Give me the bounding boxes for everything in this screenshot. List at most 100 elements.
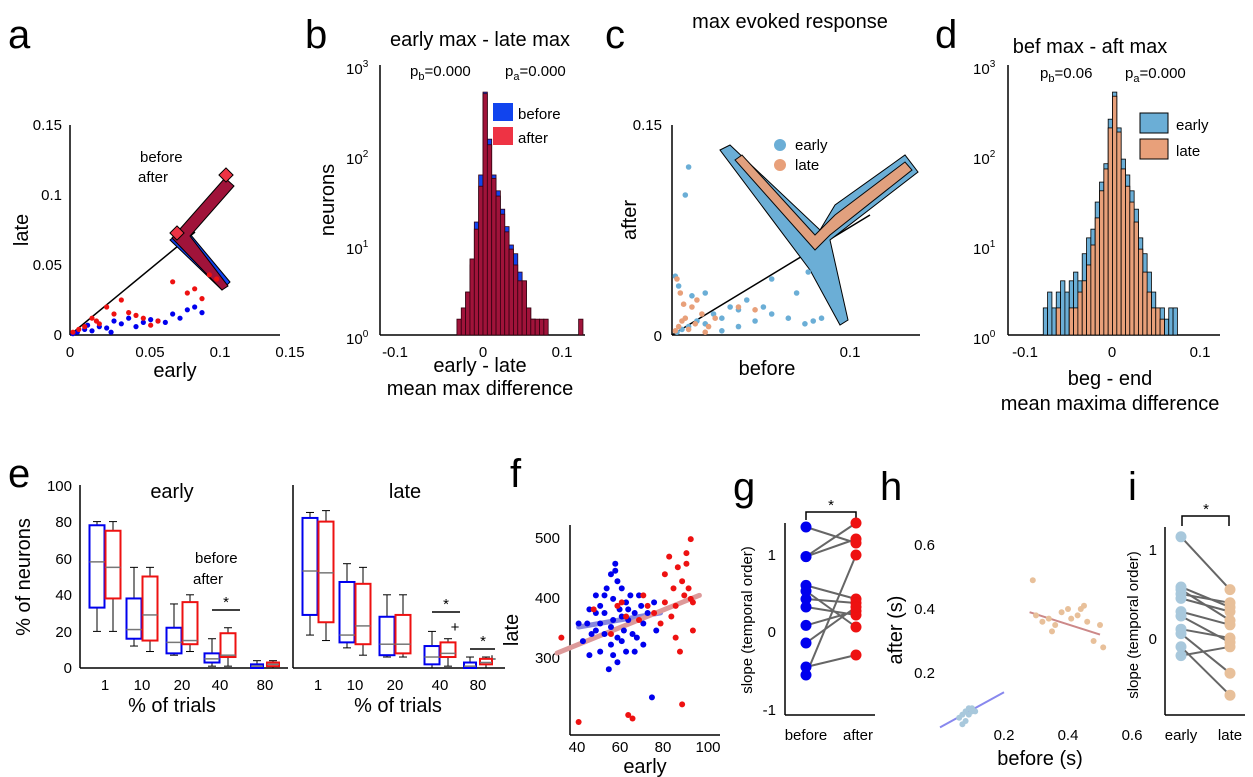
d-bar-late-13 bbox=[1094, 217, 1100, 336]
e-late-box-before-2 bbox=[378, 615, 396, 657]
b-ytick-1000: 103 bbox=[346, 59, 369, 78]
a-point-before-7 bbox=[118, 321, 124, 327]
a-xtick-1: 0.05 bbox=[135, 344, 164, 361]
f-point-before-47 bbox=[584, 620, 591, 627]
g-star: * bbox=[828, 497, 834, 514]
b-title: early max - late max bbox=[390, 29, 570, 51]
g-pair-line-9 bbox=[805, 654, 857, 668]
b-bar-after-21 bbox=[578, 318, 584, 336]
e-xticks-left: 1 10 20 40 80 bbox=[101, 677, 274, 694]
d-bar-late-12 bbox=[1090, 244, 1096, 336]
e-ytick-60: 60 bbox=[55, 551, 72, 568]
b-xtick-2: 0.1 bbox=[552, 344, 573, 361]
g-point-after-10 bbox=[850, 549, 862, 561]
e-star-left-40: * bbox=[223, 594, 229, 611]
a-legend-after: after bbox=[138, 169, 168, 186]
g-point-before-8 bbox=[800, 637, 812, 649]
a-diagonal-hist bbox=[169, 167, 235, 291]
c-point-late-5 bbox=[689, 304, 695, 310]
c-point-early-18 bbox=[675, 283, 682, 289]
g-point-after-1 bbox=[850, 533, 862, 545]
i-point-early-8 bbox=[1175, 628, 1187, 640]
i-point-late-10 bbox=[1224, 641, 1236, 653]
c-point-early-27 bbox=[805, 269, 812, 275]
f-xtick-80: 80 bbox=[655, 739, 672, 756]
d-bar-late-14 bbox=[1099, 190, 1105, 336]
f-point-after-27 bbox=[687, 536, 694, 543]
a-ytick-2: 0.1 bbox=[41, 187, 62, 204]
a-point-before-5 bbox=[104, 325, 110, 331]
f-point-after-17 bbox=[672, 634, 679, 641]
g-ytick-1: 1 bbox=[768, 547, 776, 564]
b-bar-after-6 bbox=[482, 93, 488, 336]
g-point-before-4 bbox=[800, 585, 812, 597]
i-point-late-9 bbox=[1224, 689, 1236, 701]
e-ytick-100: 100 bbox=[47, 478, 72, 495]
e-xtick-left-80: 80 bbox=[257, 677, 274, 694]
f-point-before-17 bbox=[610, 595, 617, 602]
b-xtick-1: 0 bbox=[479, 344, 487, 361]
b-bar-after-14 bbox=[517, 280, 523, 336]
f-point-before-35 bbox=[636, 592, 642, 599]
a-point-after-17 bbox=[155, 318, 161, 324]
f-point-before-49 bbox=[631, 648, 638, 655]
panel-d: d bef max - aft max pb=0.06 pa=0.000 103… bbox=[935, 13, 1220, 415]
f-point-after-29 bbox=[689, 627, 696, 634]
d-bar-late-25 bbox=[1146, 291, 1152, 336]
f-point-after-10 bbox=[657, 620, 664, 627]
c-point-early-14 bbox=[802, 321, 808, 327]
c-point-late-4 bbox=[685, 326, 692, 333]
g-point-after-2 bbox=[850, 517, 862, 529]
b-bar-after-20 bbox=[543, 318, 549, 336]
i-sig-bracket bbox=[1181, 515, 1230, 526]
f-point-after-5 bbox=[625, 711, 632, 718]
g-point-before-2 bbox=[800, 551, 812, 563]
f-point-before-10 bbox=[601, 631, 608, 638]
f-point-before-6 bbox=[592, 592, 599, 599]
c-point-early-7 bbox=[727, 304, 733, 310]
f-point-after-16 bbox=[672, 602, 679, 609]
h-point-late-0 bbox=[1029, 577, 1036, 584]
h-ylabel: after (s) bbox=[885, 596, 907, 665]
a-ytick-3: 0.15 bbox=[33, 117, 62, 134]
d-bar-early-5 bbox=[1060, 280, 1066, 336]
g-pair-line-3 bbox=[805, 584, 857, 600]
h-point-late-5 bbox=[1058, 609, 1065, 616]
b-bar-after-18 bbox=[534, 318, 540, 336]
f-point-before-37 bbox=[640, 620, 647, 627]
e-title-late: late bbox=[389, 481, 421, 503]
e-early-box-before-0 bbox=[88, 524, 106, 609]
d-bar-early-3 bbox=[1051, 307, 1057, 336]
f-point-before-12 bbox=[603, 585, 610, 592]
f-point-before-46 bbox=[625, 606, 632, 613]
a-point-before-15 bbox=[192, 304, 198, 310]
f-xtick-40: 40 bbox=[569, 739, 586, 756]
h-point-late-11 bbox=[1084, 618, 1091, 625]
e-legend-before: before bbox=[195, 550, 238, 567]
panel-letter-f: f bbox=[510, 452, 522, 496]
c-point-early-9 bbox=[743, 297, 750, 303]
f-point-after-22 bbox=[681, 592, 688, 599]
panel-i: i 1 0 early late slope (temporal order) … bbox=[1125, 465, 1245, 744]
g-xtick-after: after bbox=[843, 727, 873, 744]
a-diag-cap-1 bbox=[218, 167, 234, 183]
panel-c: c max evoked response 0.15 0 0.1 before … bbox=[605, 11, 920, 380]
e-early-box-after-0 bbox=[104, 529, 122, 600]
i-point-early-9 bbox=[1175, 641, 1187, 653]
a-ytick-0: 0 bbox=[54, 327, 62, 344]
d-bar-late-20 bbox=[1125, 185, 1131, 336]
c-point-early-16 bbox=[818, 315, 825, 322]
b-bar-after-17 bbox=[530, 318, 536, 336]
i-point-late-5 bbox=[1224, 619, 1236, 631]
a-point-before-3 bbox=[89, 328, 95, 334]
e-star-right-80: * bbox=[480, 633, 486, 650]
f-point-before-36 bbox=[638, 602, 645, 609]
b-bar-after-16 bbox=[526, 307, 532, 336]
c-point-late-14 bbox=[752, 307, 758, 313]
g-pair-line-5 bbox=[805, 598, 857, 604]
c-point-late-16 bbox=[702, 329, 709, 336]
g-point-before-10 bbox=[800, 669, 812, 681]
f-point-after-6 bbox=[629, 715, 636, 722]
d-ytick-1: 100 bbox=[973, 329, 996, 348]
